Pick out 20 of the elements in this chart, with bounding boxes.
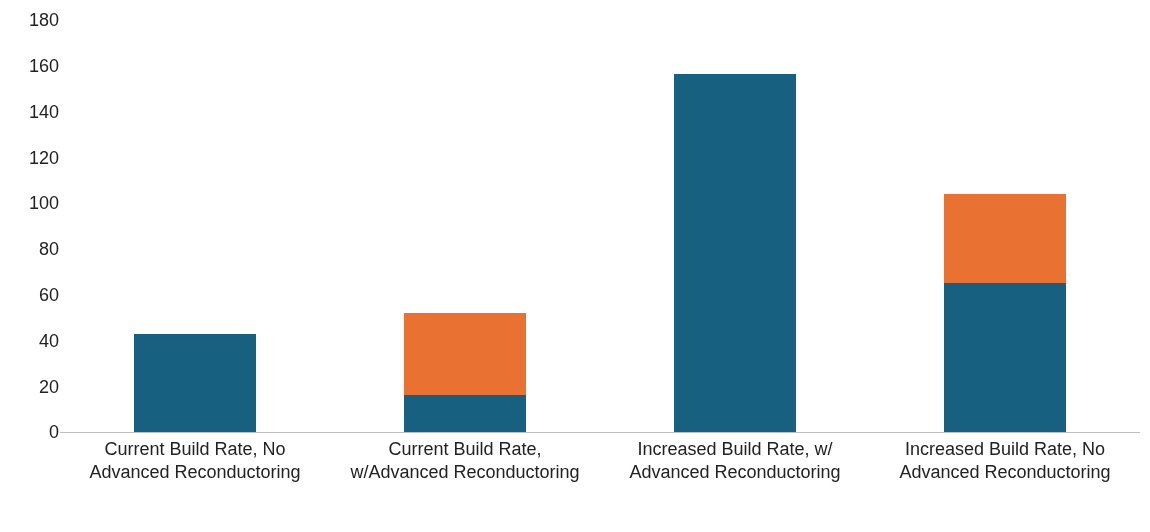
y-tick-label: 60: [38, 284, 59, 305]
bar: [944, 193, 1066, 284]
y-tick-label: 180: [28, 10, 59, 31]
y-tick-label: 140: [28, 101, 59, 122]
bar: [674, 73, 796, 432]
y-tick-label: 40: [38, 330, 59, 351]
y-tick-label: 0: [48, 422, 59, 443]
bar: [134, 333, 256, 432]
x-tick-label: Increased Build Rate, w/ Advanced Reconductoring: [629, 438, 841, 482]
y-tick-label: 20: [38, 376, 59, 397]
x-tick-label: Current Build Rate, w/Advanced Reconductoring: [349, 438, 580, 482]
x-tick-label: Current Build Rate, No Advanced Reconductoring: [89, 438, 301, 482]
bar: [944, 283, 1066, 432]
y-tick-label: 120: [28, 147, 59, 168]
x-tick-label: Increased Build Rate, No Advanced Reconductoring: [899, 438, 1111, 482]
bar: [404, 395, 526, 432]
y-tick-label: 160: [28, 56, 59, 77]
y-tick-label: 100: [28, 193, 59, 214]
y-tick-label: 80: [38, 239, 59, 260]
bar: [404, 312, 526, 396]
